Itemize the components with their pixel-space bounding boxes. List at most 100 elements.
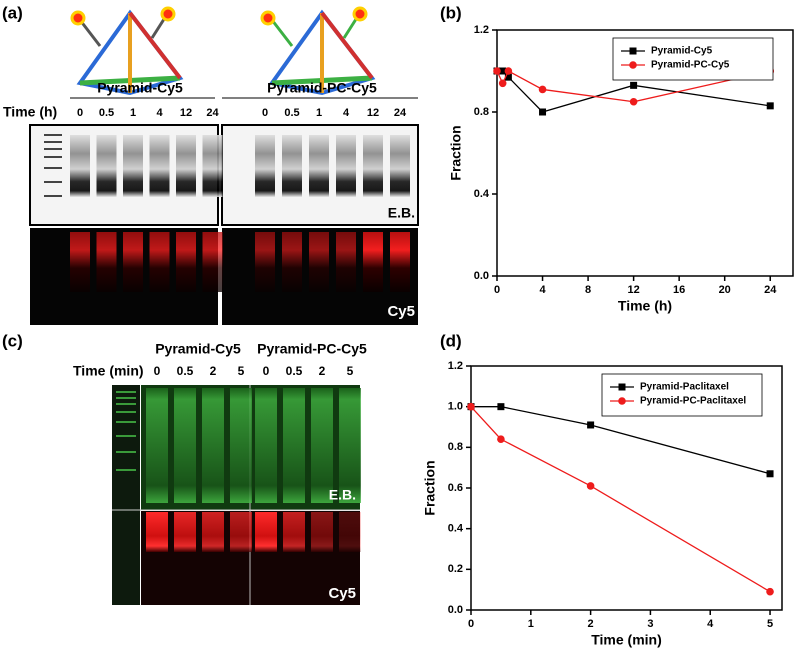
pyramid-illustrations [70, 6, 376, 96]
marker [538, 85, 547, 94]
gel-band [339, 512, 361, 552]
legend-box [612, 37, 774, 81]
lane-label: 24 [206, 107, 219, 119]
gel-band [255, 232, 275, 292]
marker [467, 402, 475, 411]
marker [630, 81, 638, 89]
gel-band [146, 512, 168, 552]
legend-label: Pyramid-Paclitaxel [640, 382, 729, 393]
panel-label: (d) [440, 331, 462, 350]
legend-marker [629, 61, 637, 69]
y-tick-label: 0.0 [474, 270, 489, 282]
lane-label: 0 [77, 107, 83, 119]
x-tick-label: 5 [767, 618, 773, 630]
lane-label: 0.5 [286, 364, 303, 378]
gel-band [96, 135, 117, 197]
x-tick-label: 3 [647, 618, 653, 630]
legend-label: Pyramid-Cy5 [651, 46, 713, 57]
y-tick-label: 0.8 [474, 106, 489, 118]
legend-box [601, 373, 763, 417]
marker [498, 79, 507, 88]
y-tick-label: 0.4 [448, 523, 464, 535]
pyramid-icon [70, 6, 184, 96]
gel-band [202, 232, 223, 292]
x-tick-label: 4 [539, 284, 546, 296]
legend-label: Pyramid-PC-Paclitaxel [640, 396, 746, 407]
marker [497, 403, 505, 411]
y-tick-label: 1.2 [474, 24, 489, 36]
lane-label: 4 [156, 107, 163, 119]
y-axis-label: Fraction [422, 460, 438, 515]
x-tick-label: 16 [673, 284, 685, 296]
gel-band [70, 135, 90, 197]
lane-label: 0 [263, 364, 270, 378]
marker [766, 470, 774, 478]
group-label: Pyramid-Cy5 [155, 341, 241, 357]
gel-band [174, 512, 196, 552]
panel-label: (c) [2, 331, 23, 350]
lane-label: 4 [343, 107, 350, 119]
lane-label: 5 [238, 364, 245, 378]
gel-band [202, 512, 224, 552]
stain-label: Cy5 [328, 585, 356, 602]
lane-label: 2 [319, 364, 326, 378]
lane-label: 12 [180, 107, 192, 119]
gel-band [282, 232, 302, 292]
lane-label: 1 [316, 107, 322, 119]
lane-label: 2 [210, 364, 217, 378]
lane-label: 0 [154, 364, 161, 378]
stain-label: Cy5 [387, 303, 415, 320]
gel-band [96, 232, 117, 292]
gel-band [255, 388, 277, 503]
x-tick-label: 24 [764, 284, 777, 296]
x-axis-label: Time (min) [591, 632, 662, 648]
lane-label: 12 [367, 107, 379, 119]
gel-band [309, 135, 329, 197]
legend-label: Pyramid-PC-Cy5 [651, 60, 730, 71]
line [471, 406, 771, 475]
y-tick-label: 0.8 [448, 441, 463, 453]
gel-band [146, 388, 168, 503]
marker [539, 108, 547, 116]
lane-label: 0.5 [177, 364, 194, 378]
plot-frame [496, 29, 794, 277]
lane-label: 0 [262, 107, 268, 119]
lane-label: 0.5 [284, 107, 299, 119]
marker [499, 67, 507, 75]
gel-band [311, 388, 333, 503]
ladder [116, 391, 136, 471]
gel-band [336, 232, 356, 292]
gel-band [70, 232, 90, 292]
x-tick-label: 12 [627, 284, 639, 296]
line [470, 406, 771, 593]
gel-band [202, 388, 224, 503]
marker [497, 435, 505, 444]
time-label: Time (min) [73, 363, 144, 379]
gel-band [202, 135, 223, 197]
pyramid-icon [260, 6, 376, 96]
marker [587, 421, 595, 429]
lane-label: 24 [394, 107, 407, 119]
gel-band [336, 135, 356, 197]
time-label: Time (h) [3, 104, 57, 120]
x-tick-label: 0 [494, 284, 500, 296]
lane-label: 5 [347, 364, 354, 378]
lane-label: 0.5 [99, 107, 114, 119]
x-tick-label: 0 [468, 618, 474, 630]
legend-marker [618, 397, 626, 405]
gel-band [255, 512, 277, 552]
gel-band [123, 135, 143, 197]
legend-marker [618, 383, 626, 391]
ladder-lane [112, 385, 140, 605]
gel-band [255, 135, 275, 197]
panel-label: (b) [440, 3, 462, 22]
gel-band [149, 135, 170, 197]
marker [504, 73, 512, 81]
y-tick-label: 0.0 [448, 604, 463, 616]
group-label: Pyramid-PC-Cy5 [267, 80, 377, 96]
gel-band [176, 232, 196, 292]
x-tick-label: 8 [585, 284, 591, 296]
stain-label: E.B. [388, 205, 415, 221]
x-tick-label: 1 [528, 618, 534, 630]
